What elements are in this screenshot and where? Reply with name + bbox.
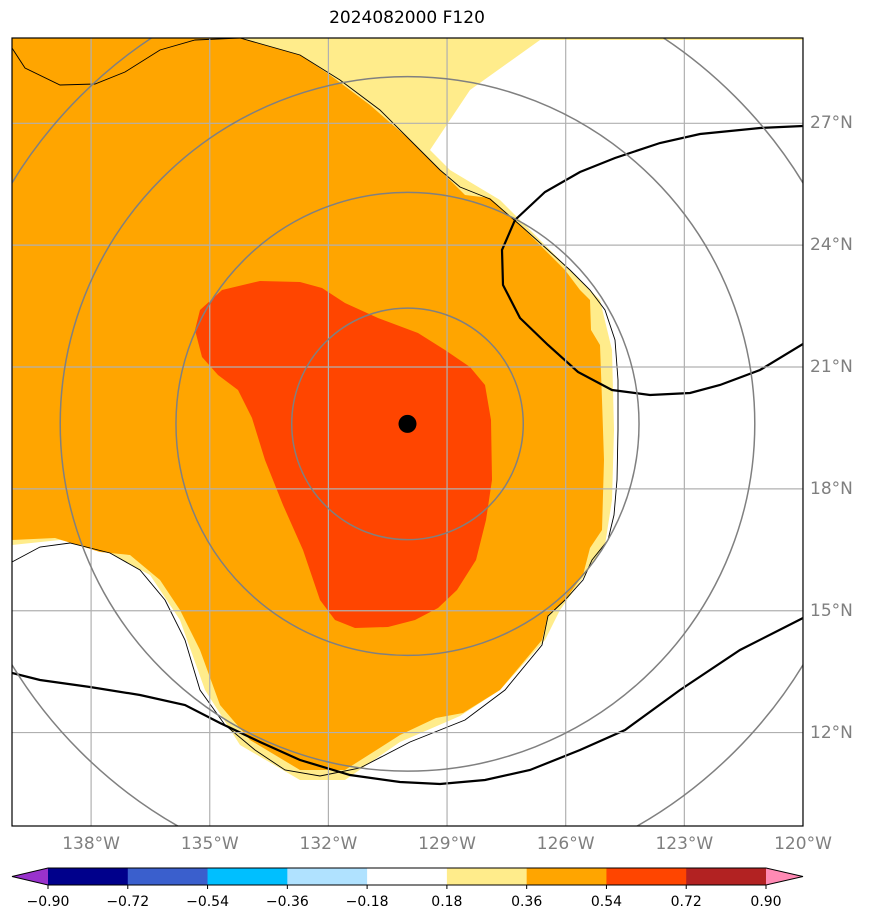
lat-tick-label-0: 27°N [810,113,853,134]
figure-title: 2024082000 F120 [329,8,485,28]
colorbar-tick-label-6: 0.36 [511,894,543,910]
lon-tick-label-0: 138°W [62,834,120,854]
map-plot-area [12,38,803,826]
lon-tick-label-3: 129°W [418,834,476,854]
colorbar-tick-label-1: −0.72 [106,894,150,910]
colorbar-tick-label-8: 0.72 [670,894,702,910]
lon-tick-label-2: 132°W [299,834,358,854]
colorbar-extend-low [12,868,48,885]
colorbar-segment-5 [446,868,528,885]
storm-center-marker [398,414,417,433]
contour-line-thick-upper [500,124,803,397]
colorbar-segment-6 [526,868,607,885]
colorbar-tick-label-5: 0.18 [431,894,463,910]
colorbar-tick-label-9: 0.90 [750,894,782,910]
range-ring-3 [59,75,756,772]
lat-tick-label-5: 12°N [810,722,853,743]
lat-tick-label-1: 24°N [810,235,853,256]
colorbar-segment-8 [686,868,767,885]
colorbar-tick-label-4: −0.18 [345,894,389,910]
colorbar-extend-high [766,868,803,885]
colorbar-tick-label-2: −0.54 [186,894,229,910]
lat-tick-label-4: 15°N [810,600,853,621]
field-band-0.54-0.72 [195,281,492,628]
lon-tick-label-6: 120°W [774,834,832,854]
lon-tick-label-5: 123°W [655,834,714,854]
map-frame [11,37,804,827]
lat-tick-label-3: 18°N [810,478,853,499]
contour-line-thick-lower [12,617,803,786]
colorbar-tick-label-3: −0.36 [265,894,309,910]
lat-tick-label-2: 21°N [810,357,853,377]
range-ring-1 [290,307,525,541]
lon-tick-label-1: 135°W [180,834,239,854]
colorbar-tick-label-7: 0.54 [590,894,623,910]
colorbar-segment-2 [207,868,288,885]
colorbar-segment-7 [606,868,687,885]
colorbar-segment-1 [127,868,209,885]
colorbar-segment-4 [367,868,448,885]
range-rings [12,38,803,826]
colorbar-segment-3 [287,868,368,885]
lon-tick-label-4: 126°W [536,834,595,854]
colorbar-tick-label-0: −0.90 [26,894,70,910]
colorbar-segment-0 [48,868,129,885]
graticule [12,38,803,826]
colorbar [11,867,804,889]
range-ring-2 [175,191,640,657]
